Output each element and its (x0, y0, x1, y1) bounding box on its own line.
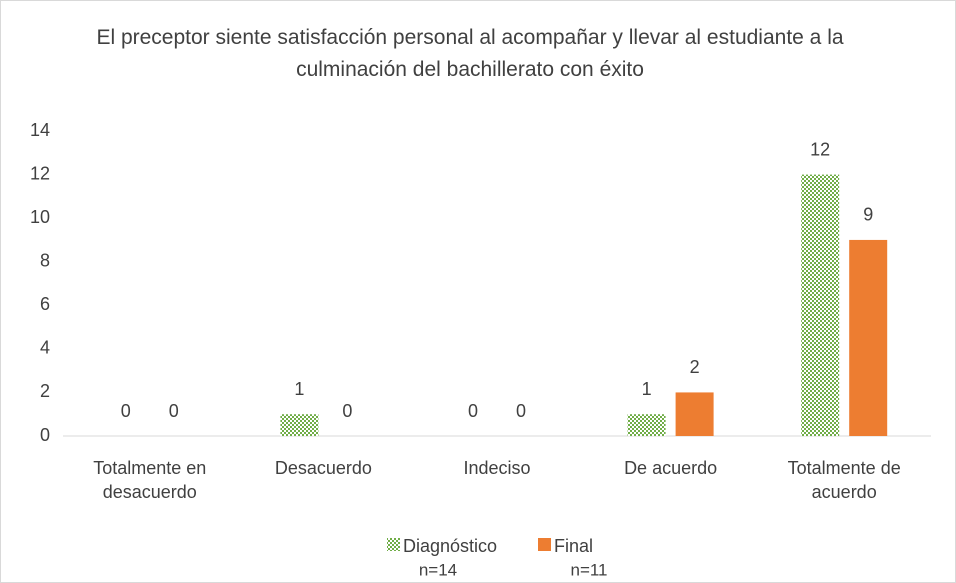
chart-title: El preceptor siente satisfacción persona… (96, 26, 844, 81)
x-tick-label: Indeciso (463, 458, 531, 478)
legend-swatch (538, 538, 551, 551)
bar (801, 174, 840, 437)
y-tick-label: 8 (40, 250, 50, 270)
data-label: 0 (516, 401, 526, 421)
data-label: 1 (642, 379, 652, 399)
y-tick-label: 10 (30, 207, 50, 227)
data-label: 0 (121, 401, 131, 421)
legend-swatch (387, 538, 400, 551)
data-label: 0 (342, 401, 352, 421)
y-tick-label: 6 (40, 294, 50, 314)
x-tick-label: De acuerdo (624, 458, 718, 478)
data-label: 1 (294, 379, 304, 399)
bar (280, 414, 319, 436)
x-tick-label: Totalmente en desacuerdo (93, 458, 207, 502)
y-tick-label: 0 (40, 425, 50, 445)
x-tick-label: Totalmente de acuerdo (787, 458, 901, 502)
y-tick-label: 12 (30, 163, 50, 183)
data-label: 12 (810, 139, 830, 159)
data-label: 0 (169, 401, 179, 421)
y-tick-label: 2 (40, 381, 50, 401)
y-tick-label: 4 (40, 338, 50, 358)
legend-note: n=14 (419, 560, 457, 579)
bar (675, 392, 714, 436)
data-label: 0 (468, 401, 478, 421)
y-tick-label: 14 (30, 120, 50, 140)
data-label: 2 (690, 357, 700, 377)
data-label: 9 (863, 205, 873, 225)
legend-label: Diagnóstico (403, 536, 497, 556)
bar (849, 239, 888, 436)
x-tick-label: Desacuerdo (274, 458, 372, 478)
legend-note: n=11 (570, 560, 607, 579)
legend-label: Final (554, 536, 593, 556)
bar (627, 414, 666, 436)
